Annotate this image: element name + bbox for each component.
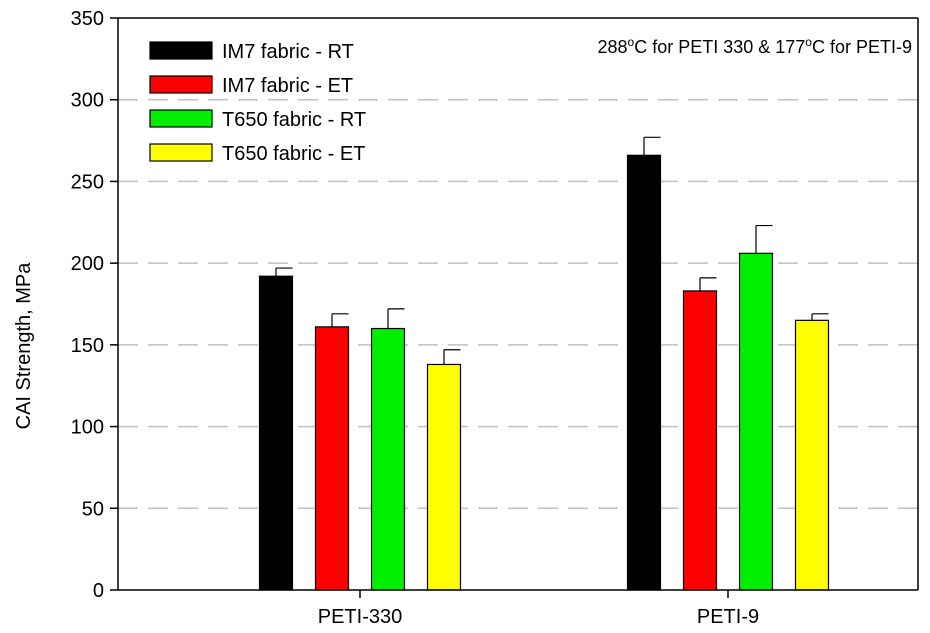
legend-label: IM7 fabric - ET	[222, 75, 353, 97]
degree-superscript: o	[805, 35, 812, 49]
degree-superscript: o	[628, 35, 635, 49]
y-tick-label: 300	[71, 90, 104, 112]
bar	[258, 275, 294, 591]
legend-label: T650 fabric - RT	[222, 109, 366, 131]
y-tick-label: 250	[71, 171, 104, 193]
legend-label: T650 fabric - ET	[222, 143, 365, 165]
annotation-text: C for PETI 330 & 177	[634, 37, 805, 57]
grid-lines	[118, 98, 918, 510]
y-axis-label: CAI Strength, MPa	[13, 262, 35, 430]
bar	[314, 326, 350, 591]
chart-annotation: 288oC for PETI 330 & 177oC for PETI-9	[597, 35, 912, 57]
y-tick-label: 100	[71, 417, 104, 439]
y-tick-label: 50	[82, 498, 104, 520]
legend: IM7 fabric - RT IM7 fabric - ET T650 fabri…	[149, 41, 366, 165]
bar	[370, 327, 406, 591]
legend-swatch	[149, 75, 213, 94]
tick-labels: 0 50 100 150 200 250 300 350 PETI-330 PETI-9	[71, 8, 760, 628]
y-tick-label: 0	[93, 580, 104, 602]
bar	[794, 319, 830, 591]
legend-swatch	[149, 41, 213, 60]
bar	[682, 290, 718, 591]
legend-swatch	[149, 143, 213, 162]
legend-swatch	[149, 109, 213, 128]
bars	[258, 136, 830, 591]
bar	[738, 252, 774, 591]
y-tick-label: 150	[71, 335, 104, 357]
annotation-text: C for PETI-9	[812, 37, 912, 57]
y-tick-label: 350	[71, 8, 104, 30]
bar	[426, 363, 462, 591]
axes	[110, 17, 919, 598]
y-tick-label: 200	[71, 253, 104, 275]
legend-label: IM7 fabric - RT	[222, 41, 354, 63]
x-tick-label: PETI-9	[697, 606, 759, 628]
bar	[626, 154, 662, 591]
x-tick-label: PETI-330	[318, 606, 402, 628]
annotation-text: 288	[597, 37, 627, 57]
